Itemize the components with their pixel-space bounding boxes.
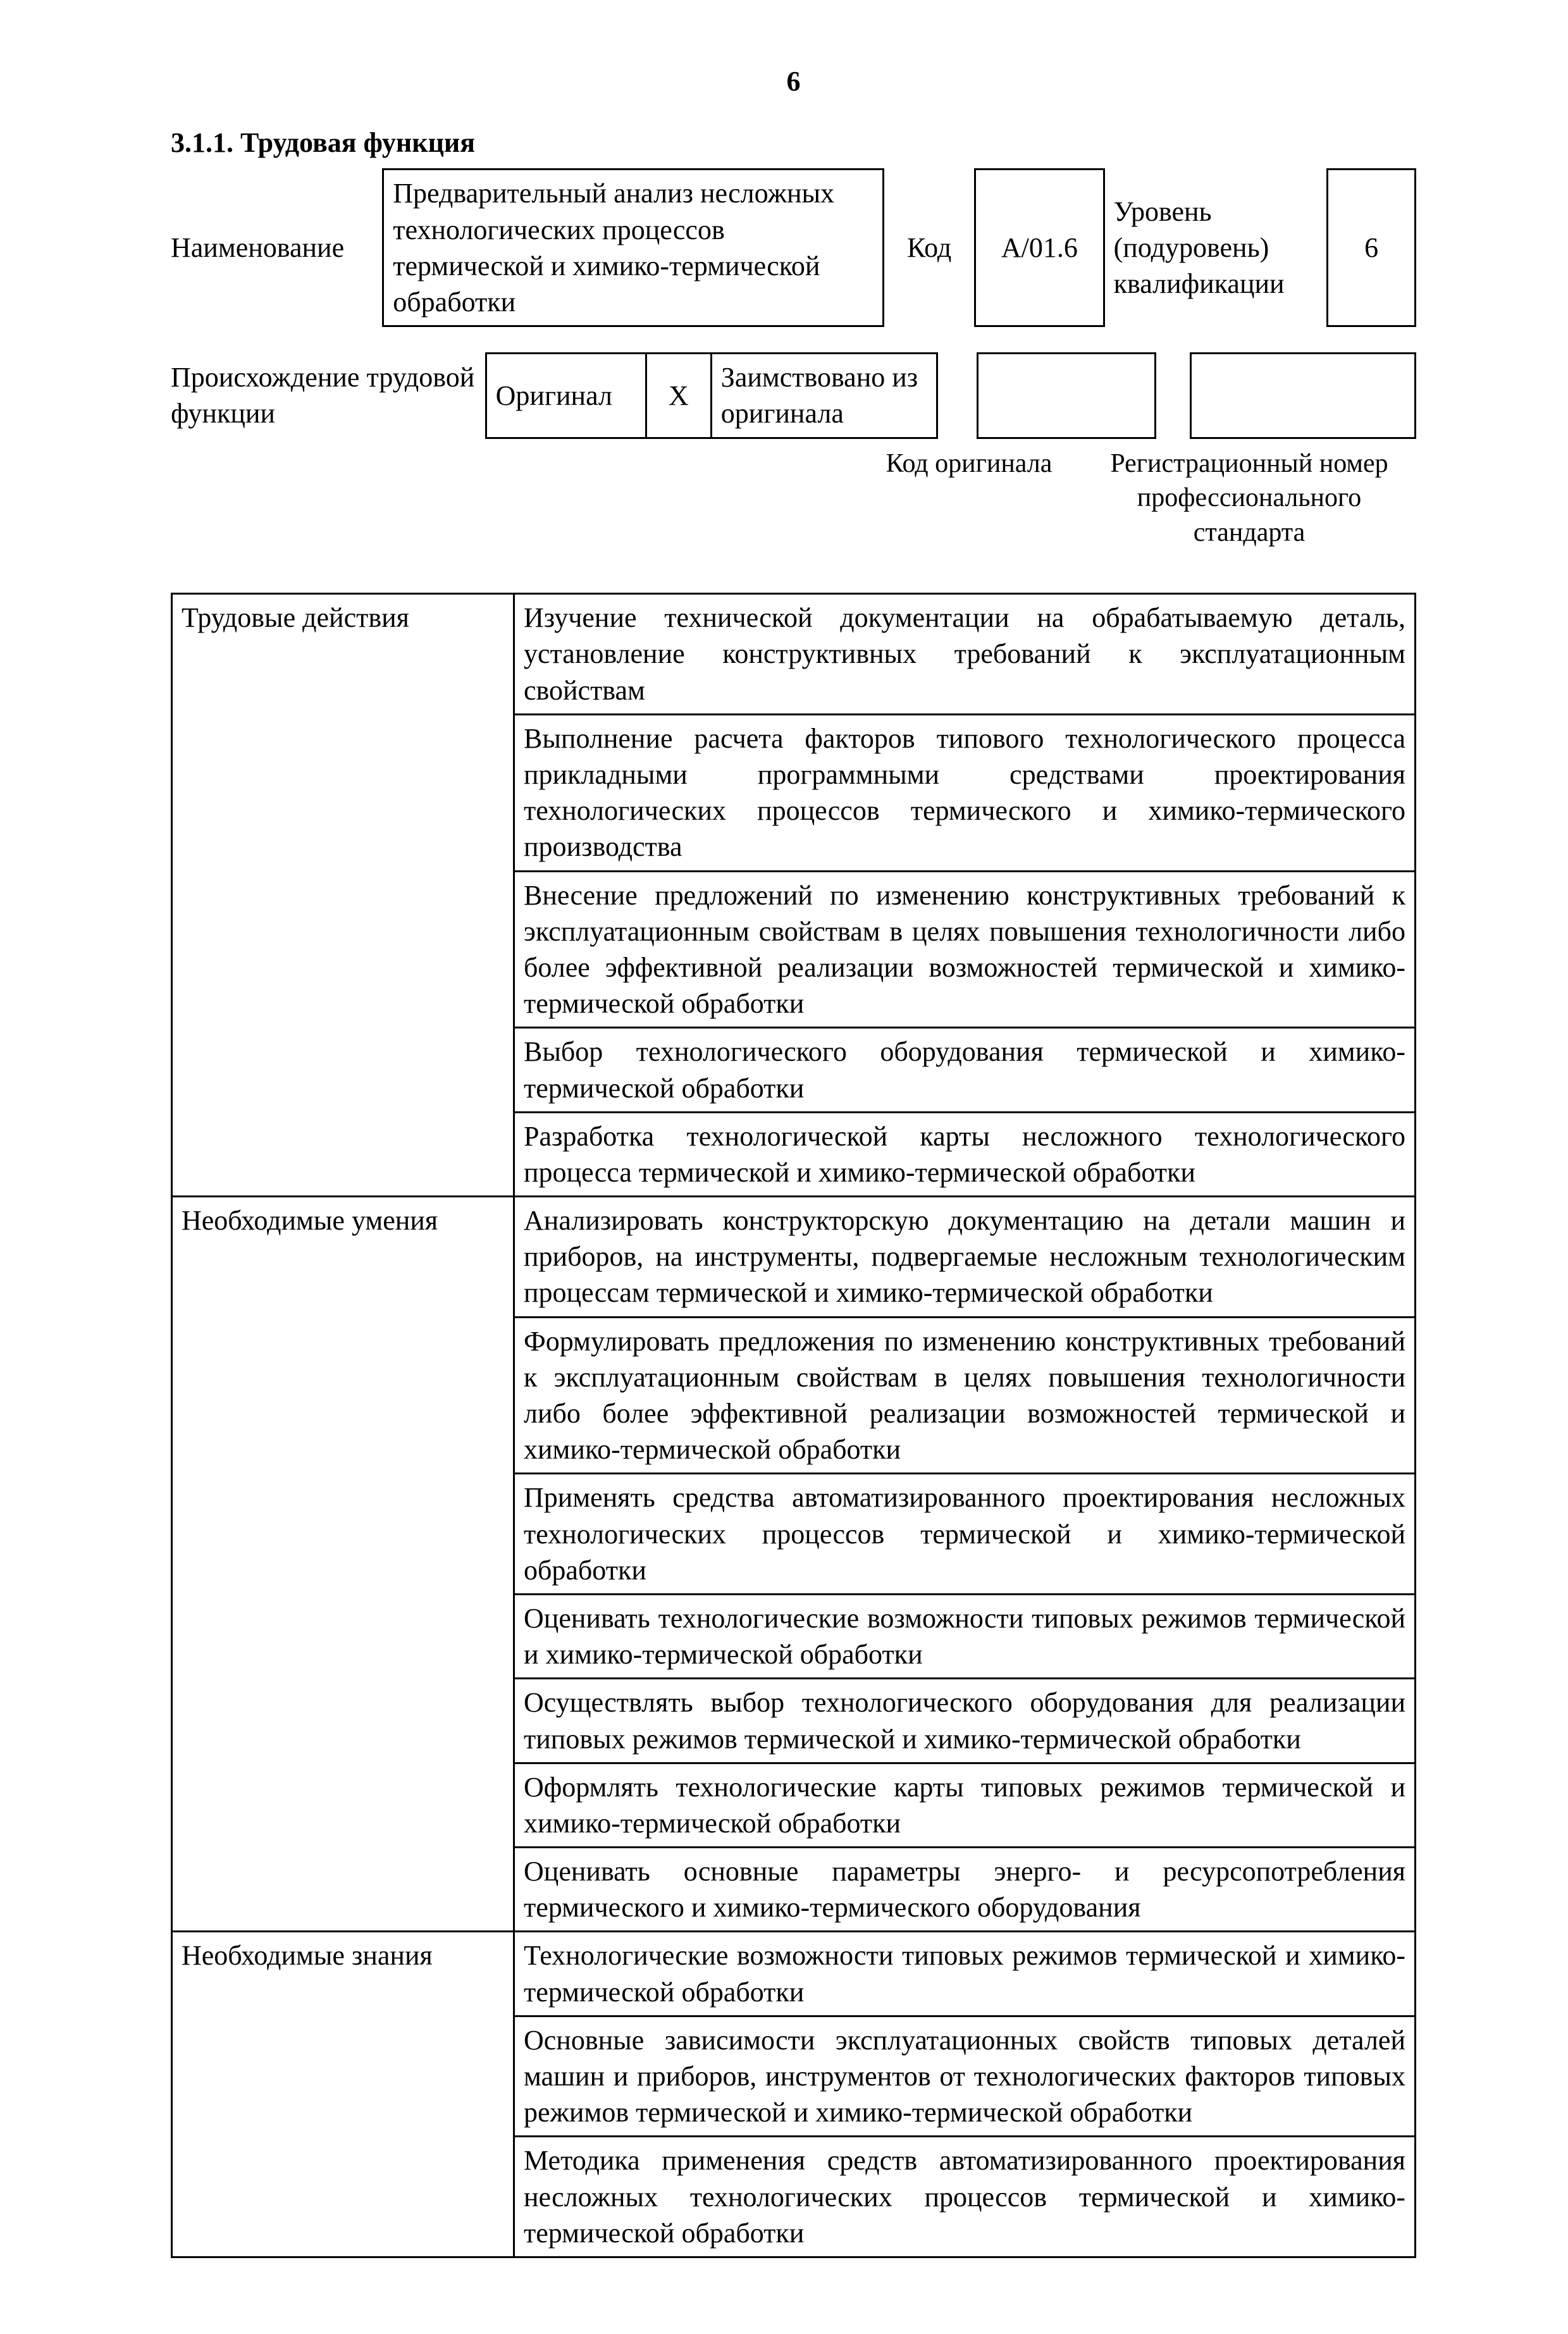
item-cell: Выполнение расчета факторов типового тех… [514,714,1416,871]
table-row: Трудовые действияИзучение технической до… [172,594,1416,715]
origin-blank1 [978,354,1155,438]
qual-label: Уровень (подуровень) квалификации [1104,170,1328,326]
item-cell: Выбор технологического оборудования терм… [514,1028,1416,1112]
code-orig-label: Код оригинала [856,444,1082,555]
item-cell: Применять средства автоматизированного п… [514,1474,1416,1595]
origin-x-mark: X [646,354,711,438]
category-cell: Трудовые действия [172,594,514,1197]
item-cell: Разработка технологической карты несложн… [514,1112,1416,1196]
spacer [937,354,978,438]
item-cell: Изучение технической документации на обр… [514,594,1416,715]
item-cell: Анализировать конструкторскую документац… [514,1197,1416,1318]
section-title: 3.1.1. Трудовая функция [171,125,1416,161]
name-value: Предварительный анализ несложных техноло… [383,170,884,326]
table-row: Необходимые уменияАнализировать конструк… [172,1197,1416,1318]
document-page: 6 3.1.1. Трудовая функция Наименование П… [0,0,1568,2334]
item-cell: Оценивать технологические возможности ти… [514,1594,1416,1678]
origin-blank2 [1190,354,1415,438]
item-cell: Основные зависимости эксплуатационных св… [514,2016,1416,2137]
code-label: Код [884,170,975,326]
page-number: 6 [171,63,1416,99]
origin-borrowed: Заимствовано из оригинала [711,354,937,438]
item-cell: Формулировать предложения по изменению к… [514,1317,1416,1474]
table-row: Необходимые знанияТехнологические возмож… [172,1932,1416,2016]
reg-num-label: Регистрационный номер профессионального … [1082,444,1416,555]
item-cell: Оформлять технологические карты типовых … [514,1763,1416,1847]
item-cell: Оценивать основные параметры энерго- и р… [514,1848,1416,1932]
category-cell: Необходимые умения [172,1197,514,1932]
code-value: A/01.6 [975,170,1104,326]
item-cell: Методика применения средств автоматизиро… [514,2137,1416,2257]
spacer [171,444,856,555]
name-label: Наименование [171,170,383,326]
main-content-table: Трудовые действияИзучение технической до… [171,593,1416,2258]
item-cell: Технологические возможности типовых режи… [514,1932,1416,2016]
item-cell: Внесение предложений по изменению констр… [514,871,1416,1028]
origin-sublabels: Код оригинала Регистрационный номер проф… [171,444,1416,555]
category-cell: Необходимые знания [172,1932,514,2257]
qual-value: 6 [1328,170,1416,326]
origin-original: Оригинал [486,354,646,438]
function-header-table: Наименование Предварительный анализ несл… [171,168,1416,327]
spacer [1155,354,1190,438]
origin-table: Происхождение трудовой функции Оригинал … [171,352,1416,438]
origin-label: Происхождение трудовой функции [171,354,486,438]
item-cell: Осуществлять выбор технологического обор… [514,1679,1416,1763]
